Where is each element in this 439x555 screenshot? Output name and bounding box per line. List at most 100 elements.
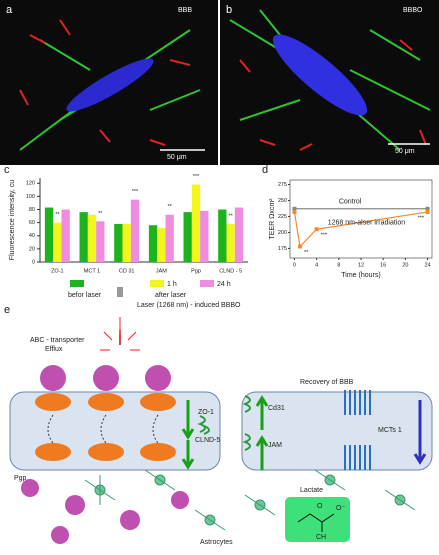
panel-label: b xyxy=(226,4,232,16)
y-tick-label: 60 xyxy=(29,220,35,226)
annotation: ** xyxy=(98,211,103,217)
bar xyxy=(79,212,88,262)
y-tick-label: 20 xyxy=(29,246,35,252)
image-tag: BBBO xyxy=(403,7,423,14)
bar xyxy=(53,222,62,262)
bar xyxy=(44,207,54,262)
y-axis-label: Fluorescence intensity, cu xyxy=(9,180,16,261)
panel-label: a xyxy=(6,4,13,16)
vessel-red xyxy=(239,39,427,151)
scale-label: 50 μm xyxy=(167,154,187,161)
x-tick-label: 24 xyxy=(425,262,431,268)
diagram-text: Cd31 xyxy=(268,405,285,412)
bar xyxy=(191,184,201,262)
protein xyxy=(242,395,251,451)
diagram-text: O xyxy=(317,503,323,510)
panel-label: d xyxy=(262,164,268,176)
y-tick-label: 275 xyxy=(278,182,287,188)
diagram-text: CH xyxy=(316,534,326,541)
bar xyxy=(61,209,70,262)
annotation: *** xyxy=(193,174,200,180)
point xyxy=(292,209,297,214)
diagram-text: CLND-5 xyxy=(195,437,220,444)
diagram-text: Astrocytes xyxy=(200,539,233,546)
legend-label: 24 h xyxy=(217,281,231,288)
point xyxy=(425,209,430,214)
bar xyxy=(122,223,131,262)
bar xyxy=(148,225,158,262)
laser-burst xyxy=(100,317,140,351)
diagram-text: ZO-1 xyxy=(198,409,214,416)
scale-label: 50 μm xyxy=(395,148,415,155)
diagram-text: Recovery of BBB xyxy=(300,379,354,386)
annotation: ** xyxy=(304,250,309,256)
panel-label: e xyxy=(4,304,10,316)
x-tick-label: 16 xyxy=(380,262,386,268)
arrow-up xyxy=(255,395,269,470)
x-tick-label: 4 xyxy=(315,262,318,268)
bar xyxy=(218,209,227,262)
bar xyxy=(114,223,123,262)
series-label: Control xyxy=(339,199,362,206)
annotation: *** xyxy=(132,189,139,195)
x-tick-label: 20 xyxy=(402,262,408,268)
y-axis-label: TEER Ωxcm² xyxy=(269,198,276,240)
diagram-text: Efflux xyxy=(45,346,63,353)
image-tag: BBB xyxy=(178,7,192,14)
arrow-down xyxy=(413,400,427,465)
annotation: ** xyxy=(229,213,234,219)
y-tick-label: 120 xyxy=(26,181,35,187)
molecule xyxy=(297,513,335,532)
cell xyxy=(241,391,433,471)
nucleus xyxy=(66,58,154,112)
y-tick-label: 80 xyxy=(29,207,35,213)
diagram-text: MCTs 1 xyxy=(378,427,402,434)
annotation: *** xyxy=(321,233,328,239)
y-tick-label: 40 xyxy=(29,233,35,239)
annotation: *** xyxy=(418,215,425,221)
line xyxy=(293,211,428,248)
series-label: 1268 nm-alser irradiation xyxy=(328,220,406,227)
pgp-group xyxy=(21,365,189,544)
legend-swatch xyxy=(150,280,164,287)
protein xyxy=(197,415,210,435)
diagram-text: O⁻ xyxy=(336,505,345,512)
x-tick-label: CD 31 xyxy=(119,268,135,274)
bar xyxy=(165,214,174,262)
y-tick-label: 100 xyxy=(26,194,35,200)
x-tick-label: Pgp xyxy=(191,268,201,274)
y-tick-label: 0 xyxy=(32,259,35,265)
arrow-down xyxy=(181,400,195,470)
legend-swatch xyxy=(200,280,214,287)
x-tick-label: 8 xyxy=(337,262,340,268)
diagram-text: Pgp xyxy=(14,475,27,482)
point xyxy=(425,206,430,211)
x-tick-label: 0 xyxy=(293,262,296,268)
nucleus xyxy=(272,34,368,116)
x-tick-label: ZO-1 xyxy=(51,268,64,274)
point xyxy=(292,206,297,211)
astrocyte xyxy=(84,469,416,531)
y-tick-label: 250 xyxy=(278,198,287,204)
y-tick-label: 225 xyxy=(278,214,287,220)
annotation: ** xyxy=(168,204,173,210)
bar xyxy=(200,210,209,262)
x-axis-label: Time (hours) xyxy=(341,272,380,279)
y-tick-label: 200 xyxy=(278,230,287,236)
legend-group: after laser xyxy=(155,292,187,299)
laser-icon xyxy=(117,287,123,297)
x-tick-label: JAM xyxy=(156,268,167,274)
mct xyxy=(344,390,371,470)
bar xyxy=(96,221,105,262)
bar xyxy=(87,214,97,262)
bar xyxy=(157,227,166,262)
x-tick-label: CLND - 5 xyxy=(219,268,242,274)
legend-label: 1 h xyxy=(167,281,177,288)
point xyxy=(314,227,319,232)
diagram-text: ABC - transporter xyxy=(30,337,85,344)
vessel-red xyxy=(19,19,191,146)
legend-label: befor laser xyxy=(68,292,102,299)
pgp-transporter xyxy=(35,393,176,461)
legend-swatch xyxy=(70,280,84,287)
